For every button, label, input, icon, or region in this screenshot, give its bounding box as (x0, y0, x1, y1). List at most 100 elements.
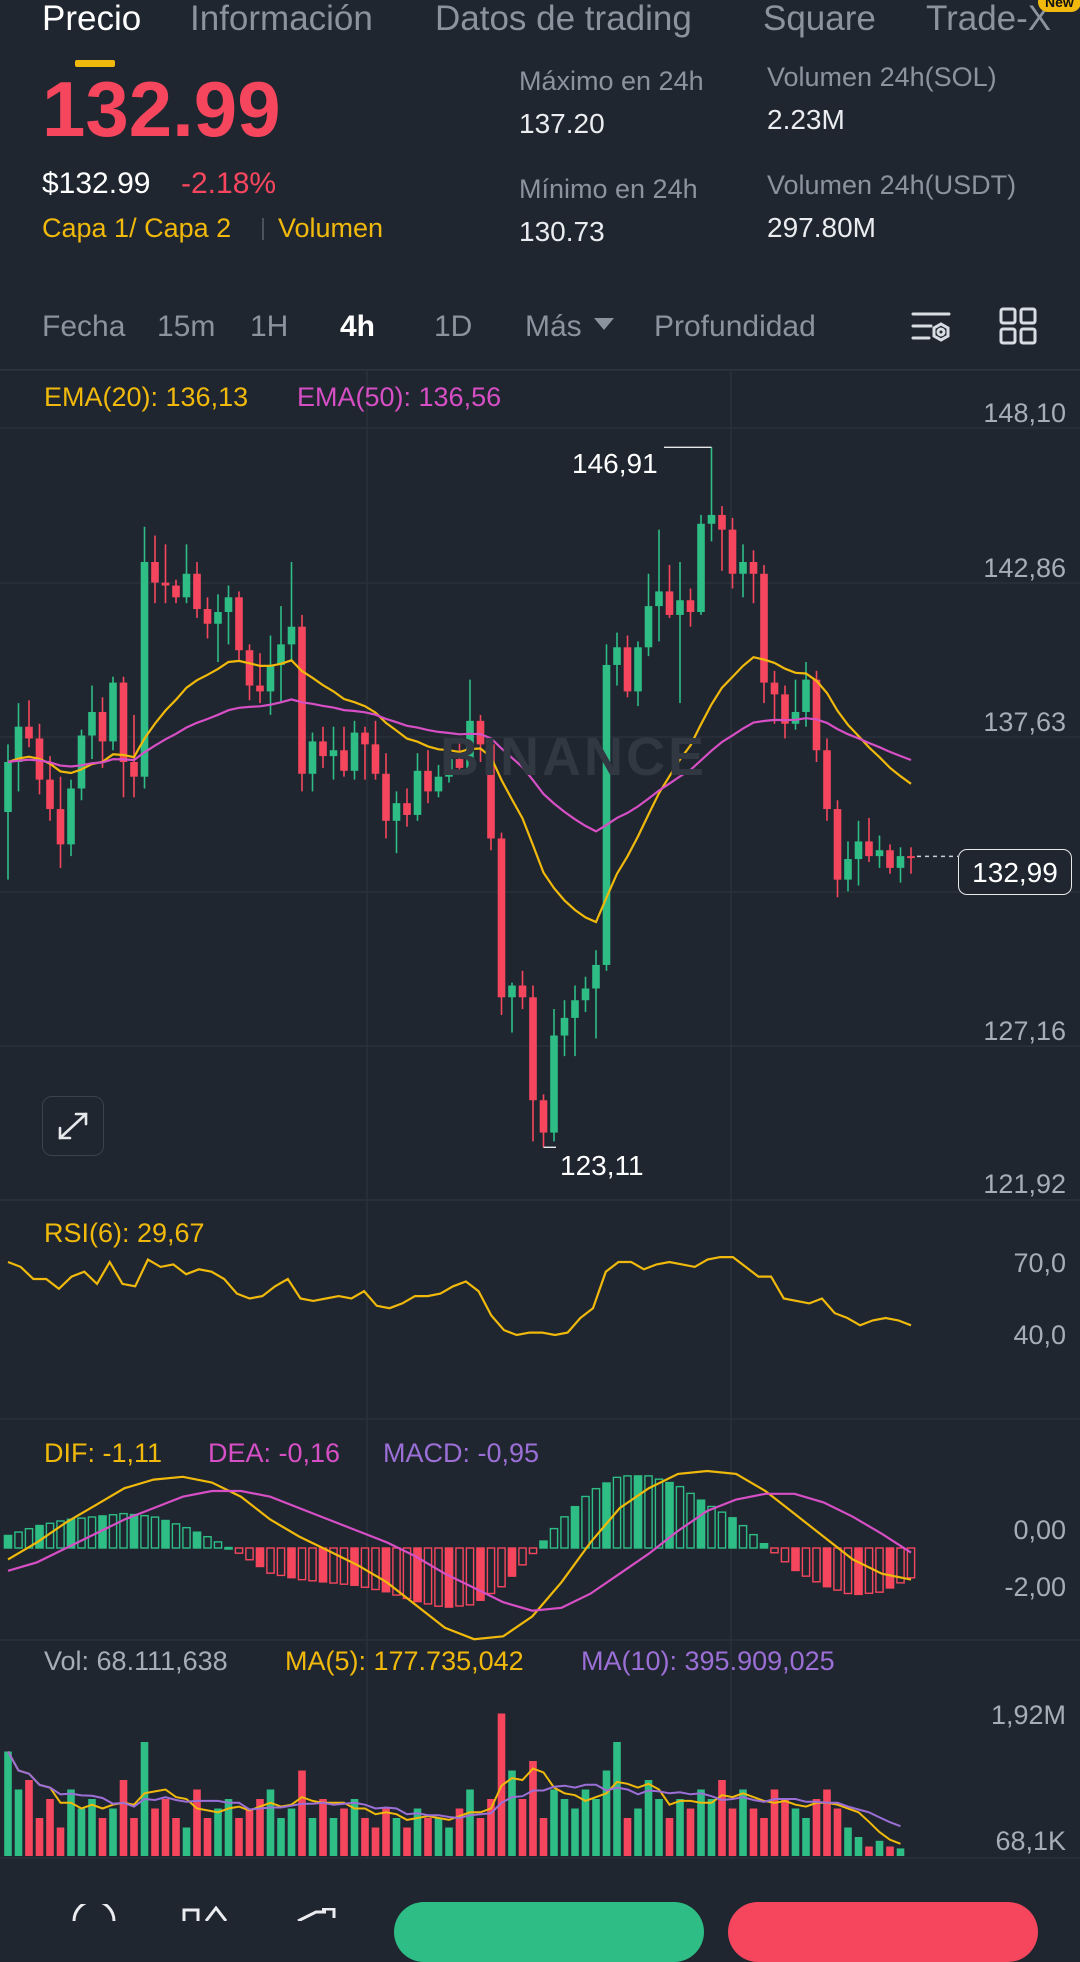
volume-bar (550, 1789, 558, 1856)
volume-bar (182, 1827, 191, 1856)
candle-body (770, 682, 779, 695)
candle-body (172, 585, 180, 598)
candle-body (350, 732, 359, 771)
candle-body (508, 985, 516, 998)
vol-label: Vol: 68.111,638 (44, 1646, 228, 1676)
current-price-tag: 132,99 (958, 849, 1072, 895)
candle-body (539, 1100, 548, 1133)
tf-fecha[interactable]: Fecha (42, 310, 126, 343)
macd-histogram-bar (654, 1478, 664, 1549)
tab-trade-x[interactable]: Trade-X (926, 0, 1052, 38)
candle-body (676, 600, 684, 615)
volume-bar (319, 1799, 327, 1856)
candle-body (886, 850, 894, 868)
macd-histogram-bar (507, 1547, 517, 1577)
volume-bar (298, 1770, 306, 1856)
macd-histogram-bar (738, 1524, 748, 1549)
chevron-down-icon[interactable] (594, 318, 614, 332)
volume-bar (4, 1751, 12, 1856)
sell-button[interactable] (728, 1902, 1038, 1962)
volume-bar (634, 1808, 642, 1856)
candle-body (613, 647, 621, 665)
tab-precio[interactable]: Precio (42, 0, 142, 38)
candle-body (812, 679, 821, 751)
volume-bar (602, 1770, 611, 1856)
volume-bar (823, 1789, 831, 1856)
rsi-label: RSI(6): 29,67 (44, 1218, 205, 1248)
price-axis-label: 148,10 (983, 398, 1066, 428)
volume-bar (707, 1799, 716, 1856)
tf-4h[interactable]: 4h (340, 310, 376, 343)
macd-histogram-bar (728, 1517, 737, 1549)
candle-body (707, 514, 716, 524)
volume-bar (644, 1780, 653, 1856)
volume-bar (151, 1808, 159, 1856)
tag-capa[interactable]: Capa 1/ Capa 2 (42, 213, 232, 243)
macd-histogram-bar (896, 1547, 905, 1584)
macd-histogram-bar (812, 1547, 821, 1583)
macd-histogram-bar (140, 1514, 149, 1549)
tab-square[interactable]: Square (763, 0, 876, 38)
volume-bar (98, 1818, 107, 1856)
tf-mas[interactable]: Más (525, 310, 582, 343)
trend-icon[interactable] (296, 1908, 338, 1921)
volume-bar (508, 1770, 516, 1856)
macd-histogram-bar (539, 1540, 548, 1549)
last-price: 132.99 (42, 65, 281, 153)
expand-icon (58, 1112, 88, 1140)
candle-body (371, 744, 380, 774)
candle-body (665, 591, 674, 615)
vol-ma10-label: MA(10): 395.909,025 (581, 1646, 835, 1676)
macd-axis-label: 0,00 (1013, 1515, 1066, 1545)
volume-bar (560, 1799, 569, 1856)
macd-histogram-bar (885, 1547, 895, 1589)
volume-bar (466, 1789, 474, 1856)
tab-datos-trading[interactable]: Datos de trading (435, 0, 692, 38)
kline-chart[interactable] (0, 370, 1080, 1860)
tf-1d[interactable]: 1D (434, 310, 473, 343)
macd-histogram-bar (528, 1547, 538, 1555)
volume-bar (56, 1827, 65, 1856)
chat-icon[interactable] (70, 1904, 118, 1921)
macd-histogram-bar (644, 1475, 653, 1549)
high-24h-value: 137.20 (519, 108, 605, 139)
candle-body (445, 759, 453, 777)
volume-bar (308, 1818, 317, 1856)
tf-15m[interactable]: 15m (157, 310, 216, 343)
tab-informacion[interactable]: Información (190, 0, 373, 38)
vol-axis-label: 68,1K (995, 1826, 1066, 1856)
grid-menu-icon[interactable] (180, 1906, 230, 1921)
macd-histogram-bar (339, 1547, 349, 1585)
tf-profundidad[interactable]: Profundidad (654, 310, 816, 343)
indicator-settings-icon[interactable] (911, 306, 953, 348)
macd-histogram-bar (3, 1534, 13, 1549)
tf-1h[interactable]: 1H (250, 310, 289, 343)
macd-histogram-bar (602, 1482, 611, 1549)
buy-button[interactable] (394, 1902, 704, 1962)
fullscreen-button[interactable] (42, 1096, 104, 1156)
macd-histogram-bar (497, 1547, 506, 1588)
volume-bar (371, 1827, 380, 1856)
volume-bar (833, 1808, 842, 1856)
volume-bar (854, 1837, 863, 1856)
volume-bar (277, 1818, 285, 1856)
rsi-axis-label: 40,0 (1013, 1320, 1066, 1350)
volume-bar (25, 1780, 33, 1856)
top-tab-bar: Precio Información Datos de trading Squa… (0, 0, 1080, 75)
macd-histogram-bar (381, 1547, 391, 1593)
price-axis-label: 137,63 (983, 707, 1066, 737)
macd-histogram-bar (276, 1547, 286, 1577)
volume-bar (749, 1808, 758, 1856)
candle-body (266, 664, 275, 692)
layout-grid-icon[interactable] (999, 307, 1037, 345)
macd-histogram-bar (266, 1547, 275, 1574)
tag-volumen[interactable]: Volumen (278, 213, 384, 243)
macd-histogram-bar (150, 1516, 160, 1549)
macd-histogram-bar (801, 1547, 811, 1577)
volume-bar (455, 1808, 464, 1856)
candle-body (392, 803, 401, 821)
candle-body (140, 562, 149, 777)
candle-body (854, 841, 863, 860)
macd-histogram-bar (665, 1481, 674, 1549)
low-24h-label: Mínimo en 24h (519, 174, 698, 204)
